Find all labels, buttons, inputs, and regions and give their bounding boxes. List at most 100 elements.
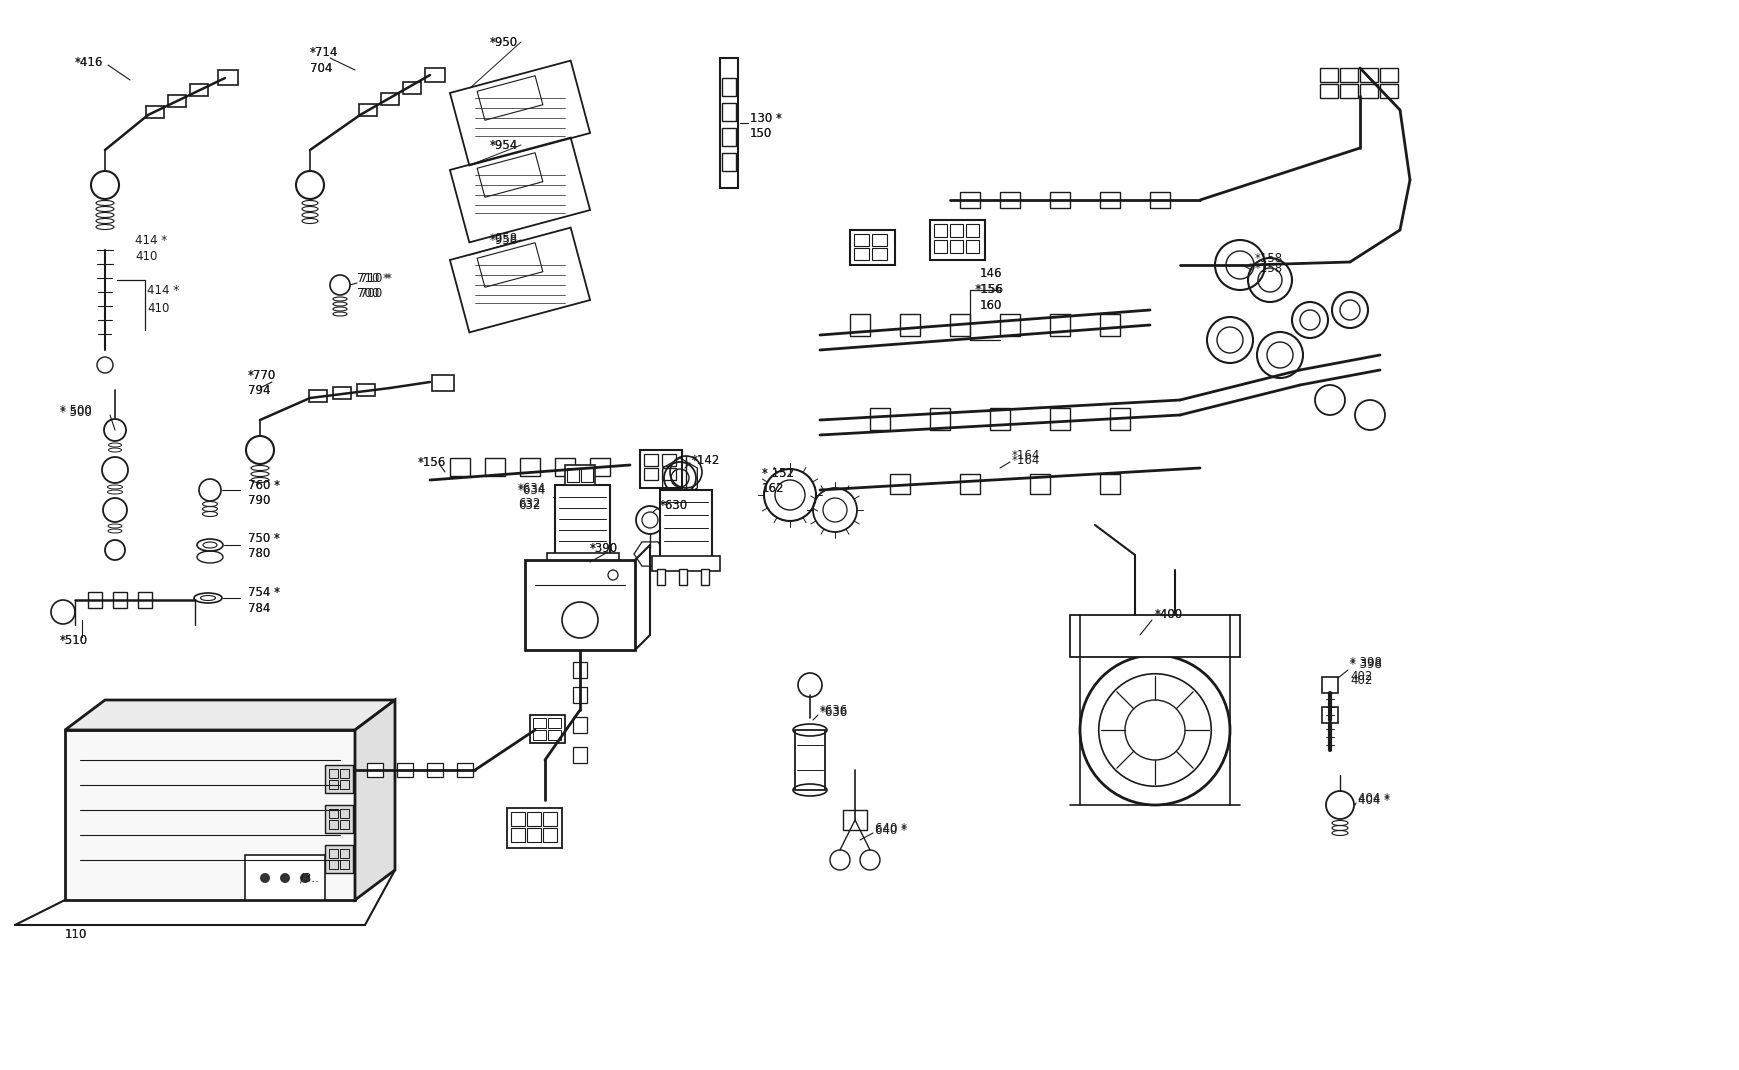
Text: *158: *158	[1254, 261, 1282, 275]
Text: *416: *416	[75, 56, 103, 68]
Text: 414 *: 414 *	[146, 284, 179, 296]
Polygon shape	[652, 556, 720, 571]
Polygon shape	[325, 805, 353, 834]
Polygon shape	[426, 763, 443, 777]
Text: 414 *: 414 *	[136, 233, 167, 246]
Text: 146: 146	[979, 266, 1002, 279]
Text: 402: 402	[1349, 673, 1372, 687]
Text: * 500: * 500	[59, 406, 92, 418]
Text: 710 *: 710 *	[360, 272, 391, 285]
Polygon shape	[530, 715, 565, 743]
Text: *634: *634	[518, 484, 546, 496]
Text: 162: 162	[762, 482, 784, 494]
Text: 760 *: 760 *	[249, 478, 280, 491]
Text: *390: *390	[590, 541, 617, 554]
Text: 404 *: 404 *	[1356, 792, 1389, 805]
Circle shape	[259, 873, 270, 883]
Text: *714: *714	[310, 46, 337, 59]
Polygon shape	[555, 485, 610, 555]
Text: *958: *958	[490, 233, 518, 246]
Text: 632: 632	[518, 496, 541, 509]
Text: 790: 790	[249, 493, 270, 506]
Text: *770: *770	[249, 368, 277, 382]
Text: 760 *: 760 *	[249, 478, 280, 491]
Polygon shape	[1322, 677, 1337, 693]
Polygon shape	[555, 458, 574, 476]
Text: 146: 146	[979, 266, 1002, 279]
Text: 632: 632	[518, 499, 541, 511]
Polygon shape	[310, 389, 327, 402]
Text: *630: *630	[659, 499, 687, 511]
Text: 780: 780	[249, 547, 270, 560]
Text: 160: 160	[979, 299, 1002, 311]
Text: *770: *770	[249, 368, 277, 382]
Circle shape	[280, 873, 290, 883]
Text: *950: *950	[490, 35, 518, 48]
Polygon shape	[381, 93, 398, 105]
Text: *156: *156	[417, 456, 445, 469]
Text: 110: 110	[64, 929, 87, 942]
Polygon shape	[245, 855, 325, 900]
Polygon shape	[678, 569, 687, 585]
Text: *634: *634	[518, 482, 546, 494]
Polygon shape	[701, 569, 708, 585]
Text: *636: *636	[819, 705, 849, 718]
Polygon shape	[572, 717, 586, 733]
Polygon shape	[355, 700, 395, 900]
Text: 640 *: 640 *	[875, 824, 906, 837]
Polygon shape	[146, 106, 163, 118]
Polygon shape	[403, 82, 421, 94]
Polygon shape	[929, 220, 984, 260]
Polygon shape	[431, 374, 454, 391]
Polygon shape	[485, 458, 504, 476]
Text: 780: 780	[249, 547, 270, 560]
Text: *636: *636	[819, 703, 849, 717]
Polygon shape	[850, 230, 894, 265]
Text: 710 *: 710 *	[356, 272, 390, 285]
Polygon shape	[450, 458, 470, 476]
Polygon shape	[525, 560, 635, 649]
Text: 750 *: 750 *	[249, 532, 280, 545]
Polygon shape	[520, 458, 539, 476]
Polygon shape	[1322, 707, 1337, 723]
Text: *958: *958	[490, 231, 518, 245]
Text: *158: *158	[1254, 251, 1282, 264]
Text: 130 *: 130 *	[750, 111, 781, 124]
Text: *156: *156	[417, 456, 445, 469]
Text: 700: 700	[360, 287, 383, 300]
Polygon shape	[565, 465, 595, 485]
Text: 704: 704	[310, 61, 332, 75]
Text: /3..: /3..	[299, 871, 318, 885]
Polygon shape	[424, 68, 445, 82]
Polygon shape	[546, 553, 619, 568]
Polygon shape	[64, 700, 395, 730]
Text: * 152: * 152	[762, 467, 793, 479]
Text: 150: 150	[750, 126, 772, 139]
Polygon shape	[640, 450, 682, 488]
Text: *510: *510	[59, 633, 89, 646]
Polygon shape	[579, 566, 590, 584]
Polygon shape	[356, 384, 376, 396]
Text: *714: *714	[310, 46, 337, 59]
Polygon shape	[64, 730, 355, 900]
Polygon shape	[572, 687, 586, 703]
Polygon shape	[396, 763, 412, 777]
Text: 150: 150	[750, 126, 772, 139]
Text: *400: *400	[1155, 609, 1183, 622]
Polygon shape	[1069, 615, 1240, 657]
Text: 750 *: 750 *	[249, 532, 280, 545]
Polygon shape	[572, 662, 586, 678]
Text: 784: 784	[249, 601, 270, 614]
Polygon shape	[795, 730, 824, 790]
Text: *630: *630	[659, 499, 687, 511]
Text: 162: 162	[762, 482, 784, 494]
Polygon shape	[113, 592, 127, 608]
Text: 110: 110	[64, 929, 87, 942]
Polygon shape	[657, 569, 664, 585]
Text: * 398: * 398	[1349, 656, 1381, 669]
Text: * 152: * 152	[762, 467, 793, 479]
Polygon shape	[506, 808, 562, 849]
Text: 410: 410	[136, 249, 157, 262]
Polygon shape	[325, 845, 353, 873]
Polygon shape	[325, 765, 353, 793]
